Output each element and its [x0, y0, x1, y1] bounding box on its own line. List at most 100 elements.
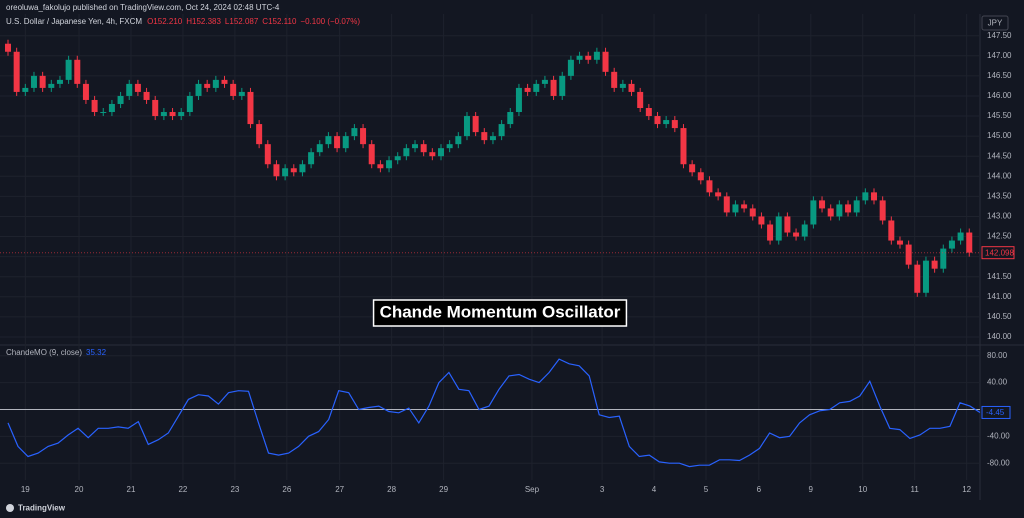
candle-body — [922, 260, 929, 293]
y-tick-label: -40.00 — [987, 431, 1010, 440]
candle-body — [212, 79, 219, 88]
y-tick-label: 144.00 — [987, 171, 1012, 180]
candle-body — [143, 91, 150, 100]
candle-body — [429, 152, 436, 157]
candle-body — [706, 180, 713, 193]
candle-body — [134, 83, 141, 92]
candle-body — [524, 87, 531, 92]
candle-body — [420, 144, 427, 153]
candle-body — [438, 148, 444, 157]
candle-body — [576, 55, 583, 60]
candle-body — [455, 136, 462, 145]
candle-body — [334, 136, 341, 149]
y-tick-label: 140.00 — [987, 332, 1012, 341]
candle-body — [533, 83, 540, 92]
candle-body — [680, 128, 687, 165]
y-tick-label: 146.00 — [987, 91, 1012, 100]
candle-body — [723, 196, 730, 213]
candle-body — [836, 204, 843, 217]
currency[interactable]: JPY — [988, 19, 1003, 28]
brand-logo — [6, 504, 14, 512]
y-tick-label: 146.50 — [987, 71, 1012, 80]
y-tick-label: 143.00 — [987, 212, 1012, 221]
candle-body — [178, 112, 185, 117]
candle-body — [628, 83, 635, 92]
candle-body — [74, 59, 81, 84]
y-tick-label: -80.00 — [987, 458, 1010, 467]
y-tick-label: 80.00 — [987, 351, 1008, 360]
candle-body — [853, 200, 860, 213]
x-tick-label: 5 — [704, 485, 709, 494]
last-value-box — [981, 405, 1011, 419]
candle-body — [282, 168, 289, 177]
x-tick-label: 28 — [387, 485, 396, 494]
candle-body — [256, 124, 263, 145]
y-tick-label: 144.50 — [987, 151, 1012, 160]
candle-body — [896, 240, 903, 245]
publisher-line: oreoluwa_fakolujo published on TradingVi… — [6, 3, 280, 12]
indicator-value: 35.32 — [86, 348, 107, 357]
candle-body — [940, 248, 947, 269]
candle-body — [117, 95, 124, 104]
candle-body — [299, 164, 306, 173]
candle-body — [758, 216, 765, 225]
candle-body — [957, 232, 964, 241]
y-tick-label: 143.50 — [987, 191, 1012, 200]
candle-body — [39, 75, 46, 88]
y-tick-label: 40.00 — [987, 378, 1008, 387]
candle-body — [498, 124, 505, 137]
y-tick-label: 140.50 — [987, 312, 1012, 321]
candle-body — [541, 79, 548, 84]
x-tick-label: Sep — [525, 485, 540, 494]
y-tick-label: 147.00 — [987, 51, 1012, 60]
candle-body — [507, 112, 514, 125]
ohlc-value: L152.087 — [225, 17, 259, 26]
candle-body — [689, 164, 696, 173]
candle-body — [567, 59, 574, 76]
candle-body — [481, 132, 488, 141]
x-tick-label: 10 — [858, 485, 867, 494]
y-tick-label: 141.00 — [987, 292, 1012, 301]
candle-body — [152, 99, 159, 117]
candle-body — [749, 208, 756, 217]
candle-body — [637, 91, 644, 108]
annotation-group: Chande Momentum Oscillator — [372, 299, 628, 327]
candle-body — [386, 160, 393, 169]
candle-body — [559, 75, 566, 96]
candle-body — [22, 87, 29, 92]
x-tick-label: 6 — [757, 485, 762, 494]
x-tick-label: 19 — [21, 485, 30, 494]
ohlc-value: H152.383 — [186, 17, 221, 26]
y-tick-label: 147.50 — [987, 31, 1012, 40]
last-price-label: 142.098 — [985, 248, 1014, 257]
last-value-label: -4.45 — [986, 408, 1005, 417]
candle-body — [715, 192, 722, 197]
candle-body — [931, 260, 938, 269]
candle-body — [5, 43, 11, 52]
x-tick-label: 9 — [809, 485, 814, 494]
candle-body — [247, 91, 254, 125]
candle-body — [290, 168, 297, 173]
candle-body — [169, 112, 176, 117]
candle-body — [645, 107, 652, 117]
x-tick-label: 22 — [178, 485, 187, 494]
x-tick-label: 20 — [75, 485, 84, 494]
candle-body — [221, 79, 228, 84]
x-tick-label: 11 — [911, 485, 920, 494]
x-tick-label: 27 — [335, 485, 344, 494]
candle-body — [186, 95, 193, 113]
currency-box[interactable] — [981, 15, 1009, 31]
candle-body — [663, 120, 670, 125]
candle-body — [671, 120, 678, 129]
candle-body — [308, 152, 315, 165]
candle-body — [550, 79, 557, 96]
candle-body — [91, 99, 98, 113]
candle-body — [801, 224, 808, 237]
candle-body — [585, 55, 592, 60]
candle-body — [82, 83, 89, 100]
candle-body — [394, 156, 401, 161]
candle-body — [48, 83, 55, 88]
candle-body — [56, 79, 63, 84]
candle-body — [472, 116, 479, 133]
